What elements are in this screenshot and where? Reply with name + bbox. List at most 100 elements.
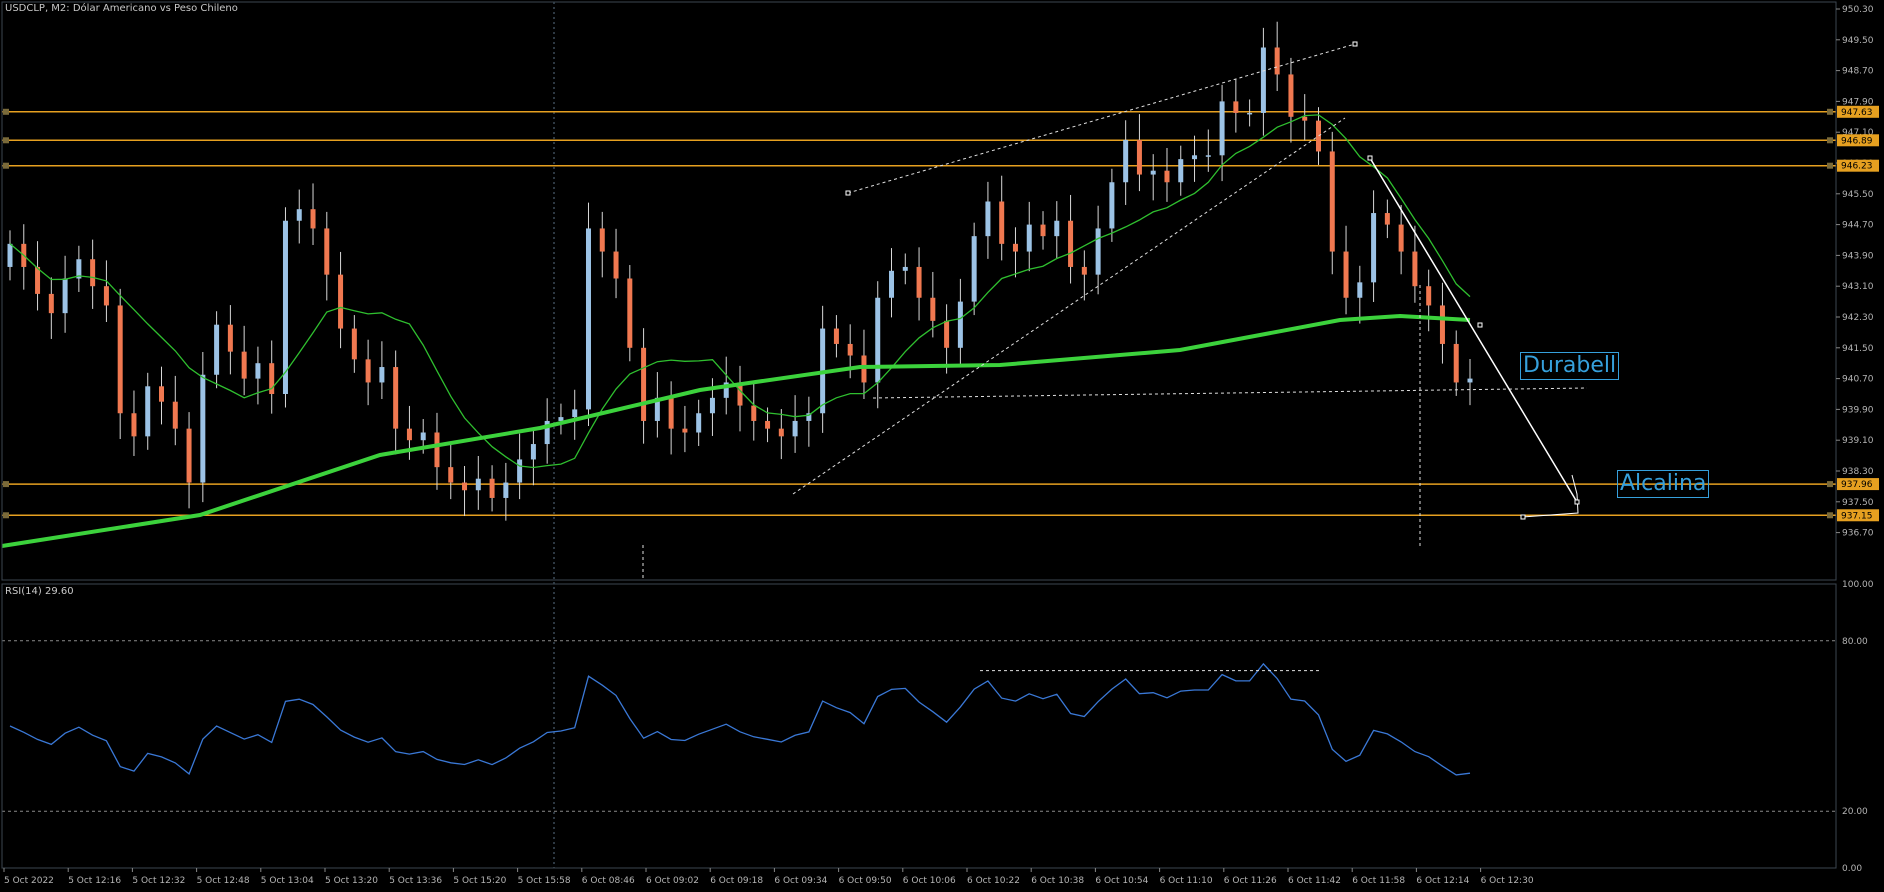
candle-bull bbox=[145, 386, 151, 437]
candle-bull bbox=[806, 413, 812, 421]
candle-bull bbox=[971, 236, 977, 302]
time-tick-label: 5 Oct 12:32 bbox=[132, 876, 185, 886]
candle-bear bbox=[227, 324, 233, 352]
candle-bull bbox=[875, 297, 881, 383]
level-946-23-tag bbox=[1837, 159, 1879, 172]
candle-bull bbox=[296, 209, 302, 221]
time-tick-label: 6 Oct 12:14 bbox=[1416, 876, 1469, 886]
candle-bear bbox=[613, 251, 619, 279]
ma-fast-line bbox=[9, 114, 1471, 469]
level-947-63-anchor-right bbox=[1827, 108, 1833, 115]
object-handle[interactable] bbox=[1574, 499, 1580, 505]
projection-line bbox=[1369, 157, 1578, 503]
candles[interactable] bbox=[7, 21, 1473, 521]
candle-bear bbox=[310, 209, 316, 229]
candle-bear bbox=[1040, 224, 1046, 237]
time-tick-label: 6 Oct 09:18 bbox=[710, 876, 763, 886]
channel-upper-line bbox=[847, 43, 1356, 194]
level-946-89-tag bbox=[1837, 134, 1879, 147]
candle-bear bbox=[338, 274, 344, 329]
price-panel[interactable] bbox=[1, 2, 1836, 868]
candle-bull bbox=[985, 201, 991, 237]
candle-bull bbox=[709, 397, 715, 414]
candle-bear bbox=[448, 467, 454, 483]
time-tick-label: 6 Oct 08:46 bbox=[582, 876, 635, 886]
level-937-96-anchor-right bbox=[1827, 481, 1833, 488]
price-tick-label: 947.90 bbox=[1842, 97, 1874, 107]
candle-bear bbox=[117, 305, 123, 414]
time-tick-label: 6 Oct 10:54 bbox=[1095, 876, 1148, 886]
durabell-label[interactable]: Durabell bbox=[1520, 352, 1620, 380]
time-tick-label: 5 Oct 15:58 bbox=[518, 876, 571, 886]
time-tick-label: 6 Oct 11:10 bbox=[1160, 876, 1213, 886]
candle-bear bbox=[833, 328, 839, 344]
candle-bear bbox=[682, 428, 688, 433]
price-tick-label: 938.30 bbox=[1842, 467, 1874, 477]
level-937-96-anchor-left bbox=[3, 481, 9, 488]
rsi-line bbox=[9, 662, 1471, 776]
candle-bear bbox=[1012, 243, 1018, 252]
candle-bear bbox=[1136, 139, 1142, 175]
level-946-23-tag-label: 946.23 bbox=[1841, 162, 1873, 172]
time-tick-label: 6 Oct 12:30 bbox=[1481, 876, 1534, 886]
rsi-panel[interactable] bbox=[2, 640, 1836, 812]
candle-bear bbox=[351, 328, 357, 360]
candle-bear bbox=[1329, 151, 1335, 252]
candle-bull bbox=[1260, 47, 1266, 113]
time-tick-label: 6 Oct 10:22 bbox=[967, 876, 1020, 886]
price-tick-label: 941.50 bbox=[1842, 344, 1874, 354]
alcalina-label[interactable]: Alcalina bbox=[1617, 470, 1710, 498]
candle-bull bbox=[475, 478, 481, 491]
candle-bull bbox=[1371, 213, 1377, 283]
level-946-89-anchor-right bbox=[1827, 137, 1833, 144]
candle-bull bbox=[723, 382, 729, 398]
price-tick-label: 942.30 bbox=[1842, 313, 1874, 323]
level-937-15-anchor-right bbox=[1827, 512, 1833, 519]
time-tick-label: 5 Oct 2022 bbox=[4, 876, 54, 886]
candle-bull bbox=[1205, 155, 1211, 157]
candle-bear bbox=[90, 259, 96, 287]
object-handle[interactable] bbox=[1352, 41, 1358, 47]
candle-bull bbox=[420, 432, 426, 441]
candle-bull bbox=[7, 243, 13, 267]
price-tick-label: 936.70 bbox=[1842, 529, 1874, 539]
candle-bear bbox=[269, 363, 275, 394]
candle-bull bbox=[76, 259, 82, 279]
candle-bull bbox=[585, 228, 591, 410]
candle-bear bbox=[999, 201, 1005, 244]
object-handle[interactable] bbox=[1477, 322, 1483, 328]
support-dotted-line bbox=[872, 387, 1588, 399]
time-tick-label: 6 Oct 10:38 bbox=[1031, 876, 1084, 886]
rsi-scale-label: 100.00 bbox=[1842, 580, 1874, 590]
candle-bear bbox=[1398, 224, 1404, 252]
candle-bull bbox=[1247, 112, 1253, 115]
candle-bear bbox=[641, 347, 647, 421]
rsi-scale-label: 0.00 bbox=[1842, 864, 1862, 874]
level-947-63-tag bbox=[1837, 105, 1879, 118]
price-tick-label: 949.50 bbox=[1842, 36, 1874, 46]
object-handle[interactable] bbox=[1520, 514, 1526, 520]
time-tick-label: 6 Oct 11:58 bbox=[1352, 876, 1405, 886]
time-tick-label: 6 Oct 10:06 bbox=[903, 876, 956, 886]
level-947-63-anchor-left bbox=[3, 108, 9, 115]
candle-bear bbox=[861, 355, 867, 383]
candle-bull bbox=[200, 374, 206, 483]
price-tick-label: 943.10 bbox=[1842, 282, 1874, 292]
candle-bull bbox=[558, 417, 564, 421]
candle-bull bbox=[792, 420, 798, 437]
time-tick-label: 6 Oct 11:42 bbox=[1288, 876, 1341, 886]
object-handle[interactable] bbox=[845, 190, 851, 196]
candle-bear bbox=[916, 266, 922, 298]
candle-bear bbox=[1164, 170, 1170, 183]
level-937-15-tag-label: 937.15 bbox=[1841, 511, 1873, 521]
time-tick-label: 5 Oct 12:48 bbox=[197, 876, 250, 886]
candle-bear bbox=[1274, 47, 1280, 75]
price-tick-label: 950.30 bbox=[1842, 5, 1874, 15]
time-tick-label: 5 Oct 13:20 bbox=[325, 876, 378, 886]
candle-bear bbox=[1412, 251, 1418, 287]
candle-bull bbox=[1109, 182, 1115, 229]
time-tick-label: 6 Oct 09:34 bbox=[774, 876, 827, 886]
object-handle[interactable] bbox=[1367, 155, 1373, 161]
